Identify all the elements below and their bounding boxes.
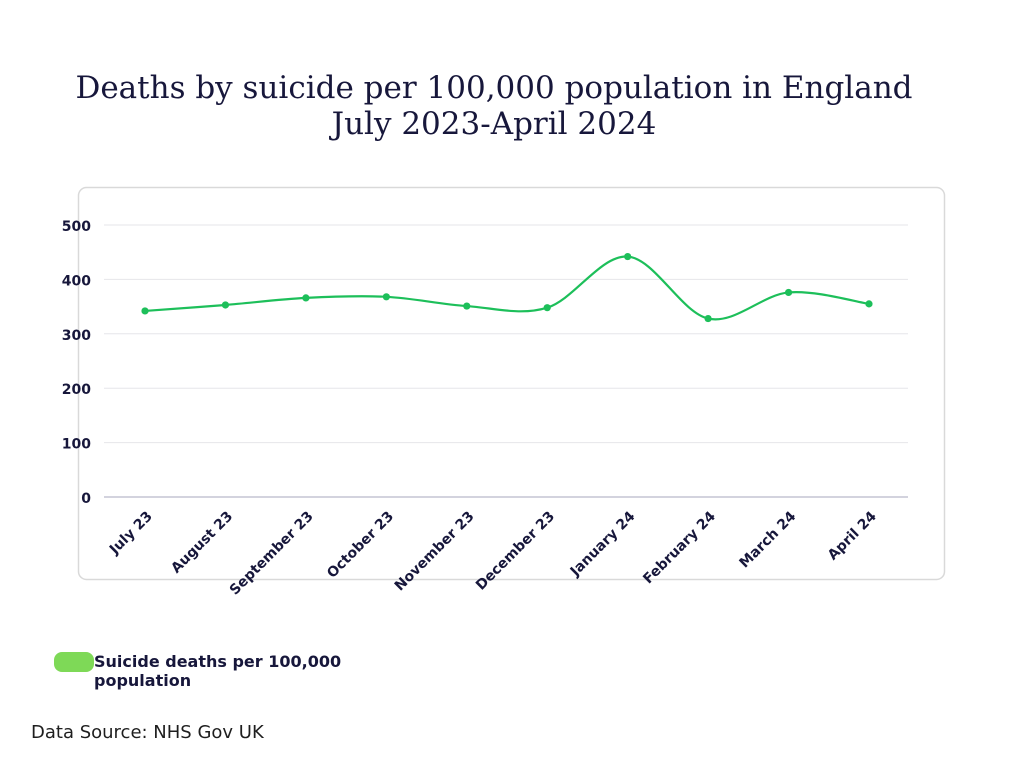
data-point	[463, 302, 471, 310]
series-line	[144, 255, 870, 321]
data-point	[141, 307, 149, 315]
y-tick-label: 100	[62, 437, 91, 453]
data-point	[382, 293, 390, 301]
data-point	[865, 300, 873, 308]
data-point	[543, 304, 551, 312]
y-tick-label: 400	[62, 273, 91, 289]
data-point	[784, 288, 793, 297]
data-point	[704, 314, 712, 323]
data-point	[302, 294, 310, 302]
data-point	[624, 252, 632, 261]
chart-title: Deaths by suicide per 100,000 population…	[0, 70, 988, 142]
data-source: Data Source: NHS Gov UK	[31, 722, 264, 743]
y-tick-label: 200	[62, 382, 91, 398]
legend-swatch	[54, 652, 94, 672]
chart-card	[77, 186, 946, 581]
data-point	[221, 301, 230, 309]
legend: Suicide deaths per 100,000 population	[54, 652, 344, 690]
y-tick-label: 300	[62, 328, 91, 344]
legend-label: Suicide deaths per 100,000 population	[94, 652, 342, 690]
chart-subtitle: July 2023-April 2024	[331, 106, 657, 142]
y-tick-label: 500	[62, 219, 91, 235]
chart-title-line-1: Deaths by suicide per 100,000 population…	[75, 70, 913, 106]
y-tick-label: 0	[81, 491, 91, 507]
